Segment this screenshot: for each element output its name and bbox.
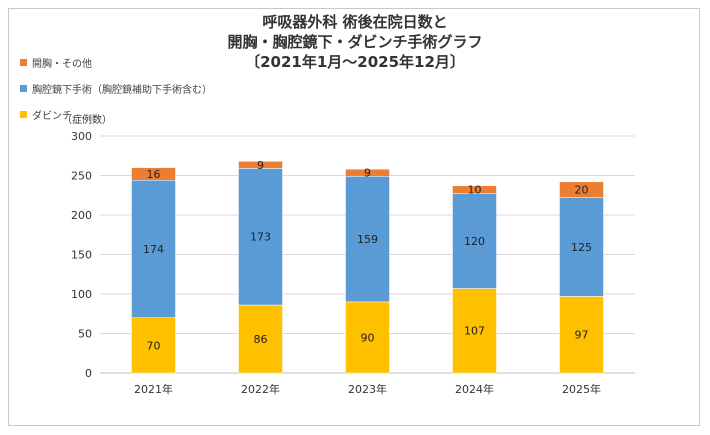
bar-2-1 (238, 161, 283, 169)
data-label-2-4: 20 (575, 184, 589, 197)
data-label-0-3: 107 (464, 325, 485, 338)
data-label-1-0: 174 (143, 243, 164, 256)
bar-0-0 (131, 317, 176, 374)
data-label-1-2: 159 (357, 233, 378, 246)
bar-0-1 (238, 304, 283, 374)
y-tick-label-150: 150 (71, 249, 92, 262)
bar-1-4 (559, 197, 604, 297)
data-label-0-0: 70 (147, 339, 161, 352)
bar-1-2 (345, 176, 390, 303)
chart-title: 呼吸器外科 術後在院日数と 開胸・胸腔鏡下・ダビンチ手術グラフ 〔2021年1月… (0, 12, 710, 72)
legend-item-thoracoscopic: 胸腔鏡下手術（胸腔鏡補助下手術含む） (20, 78, 212, 98)
bar-1-0 (131, 179, 176, 318)
data-label-2-3: 10 (468, 184, 482, 197)
bar-2-0 (131, 167, 176, 181)
y-tick-label-200: 200 (71, 209, 92, 222)
legend-label-thoracoscopic: 胸腔鏡下手術（胸腔鏡補助下手術含む） (32, 84, 212, 96)
x-tick-label-2: 2023年 (348, 382, 387, 396)
bar-2-3 (452, 185, 497, 194)
x-tick-label-1: 2022年 (241, 382, 280, 396)
data-label-0-4: 97 (575, 329, 589, 342)
legend-swatch-thoracoscopic (20, 84, 27, 92)
legend-item-open-chest: 開胸・その他 (20, 52, 212, 72)
data-label-0-1: 86 (254, 333, 268, 346)
bar-0-3 (452, 288, 497, 374)
legend-label-open-chest: 開胸・その他 (32, 58, 92, 70)
bar-1-1 (238, 168, 283, 306)
bar-2-2 (345, 168, 390, 177)
chart-title-line-3: 〔2021年1月～2025年12月〕 (245, 53, 465, 71)
data-label-1-3: 120 (464, 235, 485, 248)
y-tick-label-100: 100 (71, 288, 92, 301)
chart-legend: 開胸・その他 胸腔鏡下手術（胸腔鏡補助下手術含む） ダビンチ (20, 52, 212, 130)
bar-2-4 (559, 181, 604, 198)
bar-0-2 (345, 301, 390, 374)
x-tick-label-0: 2021年 (134, 382, 173, 396)
legend-label-davinci: ダビンチ (32, 110, 72, 122)
legend-item-davinci: ダビンチ (20, 104, 212, 124)
y-tick-label-50: 50 (78, 328, 92, 341)
bar-0-4 (559, 296, 604, 374)
y-axis-label: （症例数） (62, 115, 112, 126)
chart-title-line-2: 開胸・胸腔鏡下・ダビンチ手術グラフ (227, 33, 483, 51)
bar-1-3 (452, 193, 497, 289)
y-tick-label-250: 250 (71, 170, 92, 183)
data-label-1-4: 125 (571, 241, 592, 254)
chart-title-line-1: 呼吸器外科 術後在院日数と (262, 13, 448, 31)
y-tick-label-300: 300 (71, 130, 92, 143)
legend-swatch-open-chest (20, 58, 27, 66)
data-label-1-1: 173 (250, 231, 271, 244)
data-label-2-1: 9 (257, 159, 264, 172)
x-tick-label-3: 2024年 (455, 382, 494, 396)
x-tick-label-4: 2025年 (562, 382, 601, 396)
data-label-2-0: 16 (147, 168, 161, 181)
legend-swatch-davinci (20, 110, 27, 118)
data-label-0-2: 90 (361, 331, 375, 344)
data-label-2-2: 9 (364, 167, 371, 180)
y-tick-label-0: 0 (85, 367, 92, 380)
